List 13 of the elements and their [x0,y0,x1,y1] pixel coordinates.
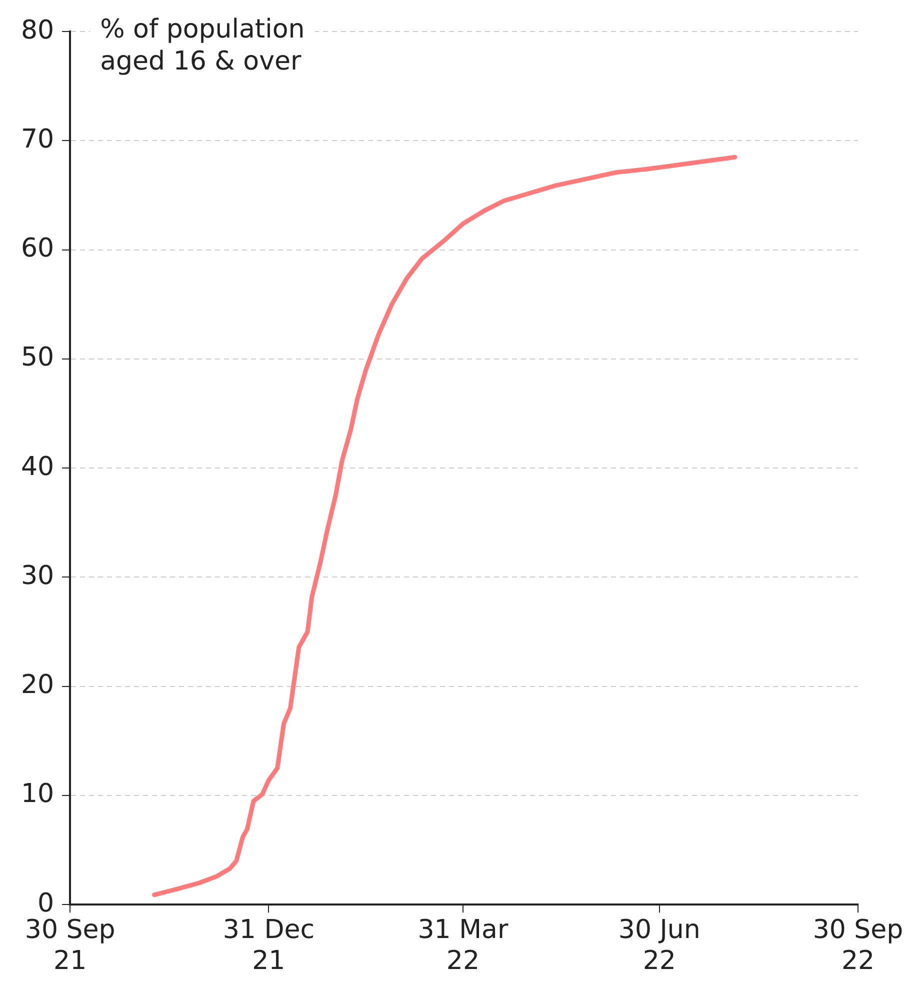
y-tick-label: 70 [20,124,54,154]
y-tick-label: 50 [20,342,54,373]
y-tick-label: 40 [20,452,54,482]
x-tick-label: 31 Dec 21 [222,914,315,976]
x-tick-label: 30 Sep 22 [812,914,904,976]
x-tick-label: 30 Jun 22 [618,914,700,976]
y-tick-label: 10 [20,779,54,810]
y-tick-label: 30 [20,560,54,591]
x-tick-label: 31 Mar 22 [418,914,508,976]
y-tick-label: 80 [20,15,54,46]
y-axis-title: % of population aged 16 & over [100,14,305,76]
y-tick-label: 60 [20,234,54,264]
y-tick-label: 20 [20,670,54,700]
